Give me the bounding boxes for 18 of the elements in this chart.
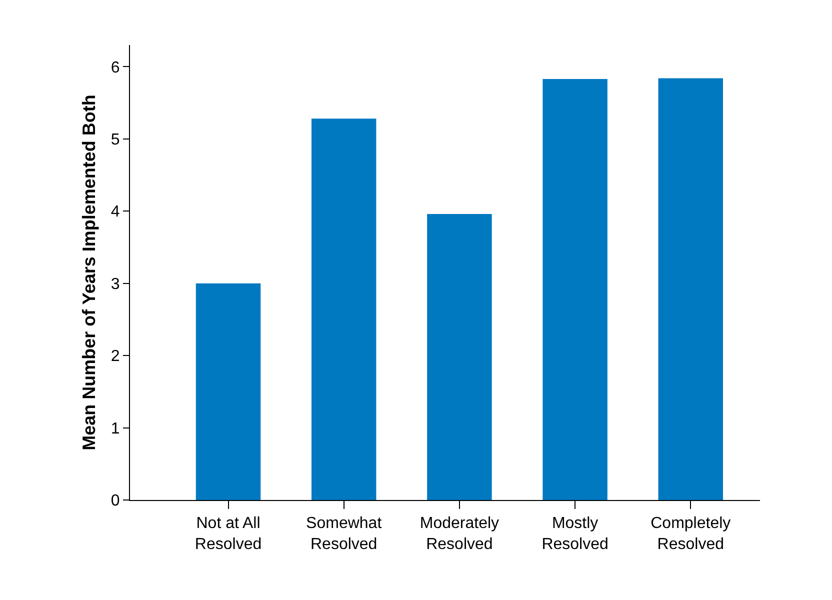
x-tick-label: Mostly Resolved [542,515,608,553]
bar [542,78,608,500]
x-tick-label: Not at All Resolved [194,515,262,553]
bar [196,283,261,500]
bar [311,118,376,500]
y-tick-label: 1 [110,420,120,438]
y-tick-label: 0 [110,492,120,510]
y-tick-label: 6 [110,59,120,76]
y-axis-title: Mean Number of Years Implemented Both [79,94,100,450]
y-tick-label: 4 [110,204,120,221]
y-tick-label: 3 [110,276,120,293]
x-tick-label: Somewhat Resolved [306,515,382,553]
bar [658,78,724,500]
x-tick-label: Moderately Resolved [420,515,500,553]
bar [427,214,492,500]
y-tick-label: 2 [110,348,120,366]
y-tick-label: 5 [110,131,120,148]
x-tick-label: Completely Resolved [650,515,731,553]
